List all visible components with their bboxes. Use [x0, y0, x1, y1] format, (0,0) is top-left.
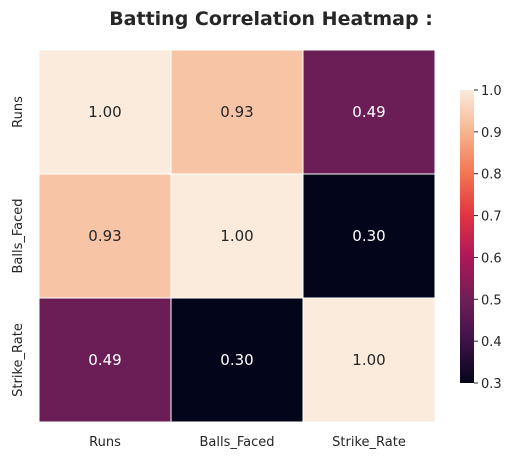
heatmap-cell	[302, 173, 436, 299]
cell-value-label: 1.00	[88, 103, 121, 121]
colorbar-ticks: 0.3 0.4 0.5 0.6 0.7 0.8 0.9 1.0	[474, 84, 502, 392]
x-tick-label: Balls_Faced	[199, 435, 274, 450]
colorbar-tick-label: 0.3	[481, 377, 502, 392]
y-tick-label: Balls_Faced	[11, 198, 26, 273]
heatmap-cell	[170, 49, 304, 175]
heatmap-cell	[302, 49, 436, 175]
cell-value-label: 0.93	[88, 227, 121, 245]
heatmap-cell	[170, 297, 304, 423]
heatmap-cell	[302, 297, 436, 423]
y-tick-label: Runs	[11, 96, 26, 128]
heatmap-cell	[170, 173, 304, 299]
colorbar-tick-label: 0.4	[481, 335, 502, 350]
colorbar-tick-label: 1.0	[481, 84, 502, 99]
cell-value-label: 1.00	[220, 227, 253, 245]
colorbar: 0.3 0.4 0.5 0.6 0.7 0.8 0.9 1.0	[460, 84, 502, 392]
cell-value-label: 1.00	[352, 351, 385, 369]
cell-value-label: 0.49	[352, 103, 385, 121]
x-tick-label: Strike_Rate	[332, 435, 406, 450]
cell-value-label: 0.30	[220, 351, 253, 369]
heatmap-cells: 1.00 0.93 0.49 0.93 1.00 0.30 0.49 0.30 1.00	[38, 49, 436, 423]
cell-value-label: 0.93	[220, 103, 253, 121]
cell-value-label: 0.30	[352, 227, 385, 245]
y-tick-label: Strike_Rate	[11, 323, 26, 397]
colorbar-tick-label: 0.9	[481, 126, 502, 141]
y-axis-tick-labels: Runs Balls_Faced Strike_Rate	[11, 96, 26, 397]
colorbar-tick-label: 0.7	[481, 210, 502, 225]
x-tick-label: Runs	[89, 435, 121, 450]
chart-title: Batting Correlation Heatmap :	[109, 8, 433, 30]
heatmap-cell	[38, 49, 172, 175]
colorbar-tick-label: 0.6	[481, 251, 502, 266]
cell-value-label: 0.49	[88, 351, 121, 369]
colorbar-gradient	[460, 90, 474, 383]
colorbar-tick-label: 0.8	[481, 168, 502, 183]
colorbar-tick-label: 0.5	[481, 293, 502, 308]
heatmap-cell	[38, 173, 172, 299]
heatmap-cell	[38, 297, 172, 423]
x-axis-tick-labels: Runs Balls_Faced Strike_Rate	[89, 435, 406, 450]
